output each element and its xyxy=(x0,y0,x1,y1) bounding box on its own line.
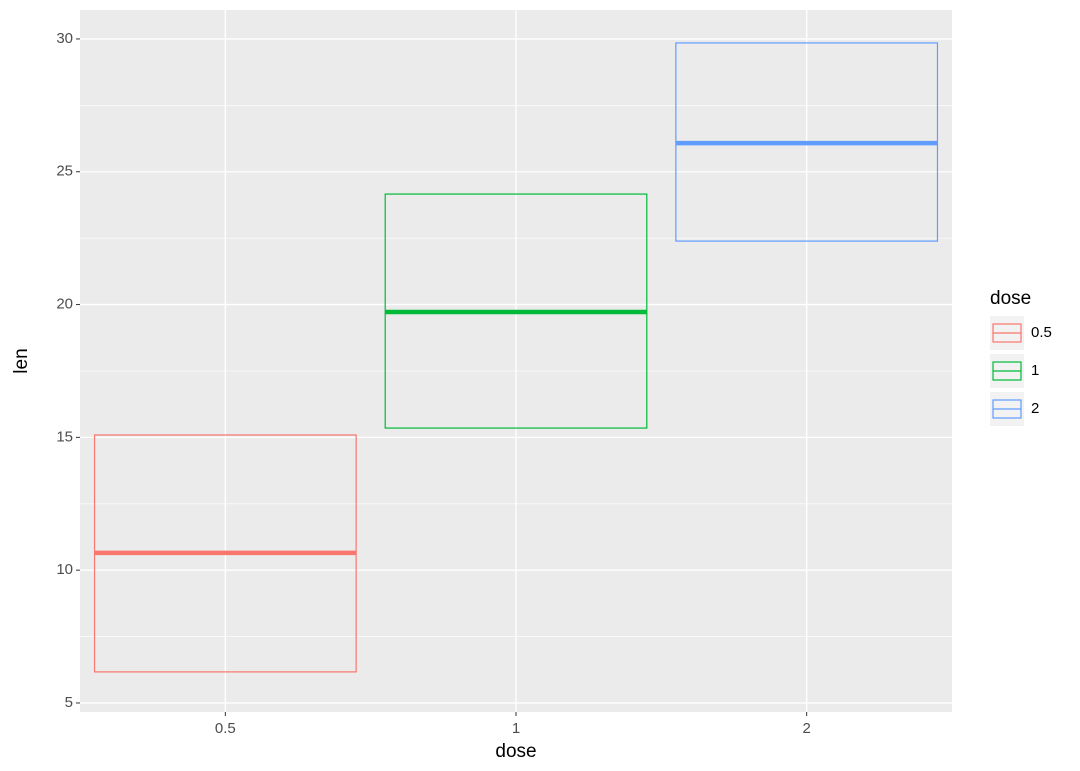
x-axis-title: dose xyxy=(495,741,536,762)
legend-label: 2 xyxy=(1031,400,1039,417)
x-tick-label: 0.5 xyxy=(215,720,236,737)
legend-label: 1 xyxy=(1031,362,1039,379)
y-tick-label: 10 xyxy=(56,561,73,578)
y-tick-label: 20 xyxy=(56,296,73,313)
x-tick-label: 1 xyxy=(512,720,520,737)
y-tick-label: 30 xyxy=(56,30,73,47)
legend-label: 0.5 xyxy=(1031,324,1052,341)
y-tick-label: 15 xyxy=(56,428,73,445)
legend-title: dose xyxy=(990,288,1031,309)
y-tick-label: 5 xyxy=(65,694,73,711)
y-tick-label: 25 xyxy=(56,163,73,180)
x-tick-label: 2 xyxy=(802,720,810,737)
y-axis-title: len xyxy=(11,348,32,373)
